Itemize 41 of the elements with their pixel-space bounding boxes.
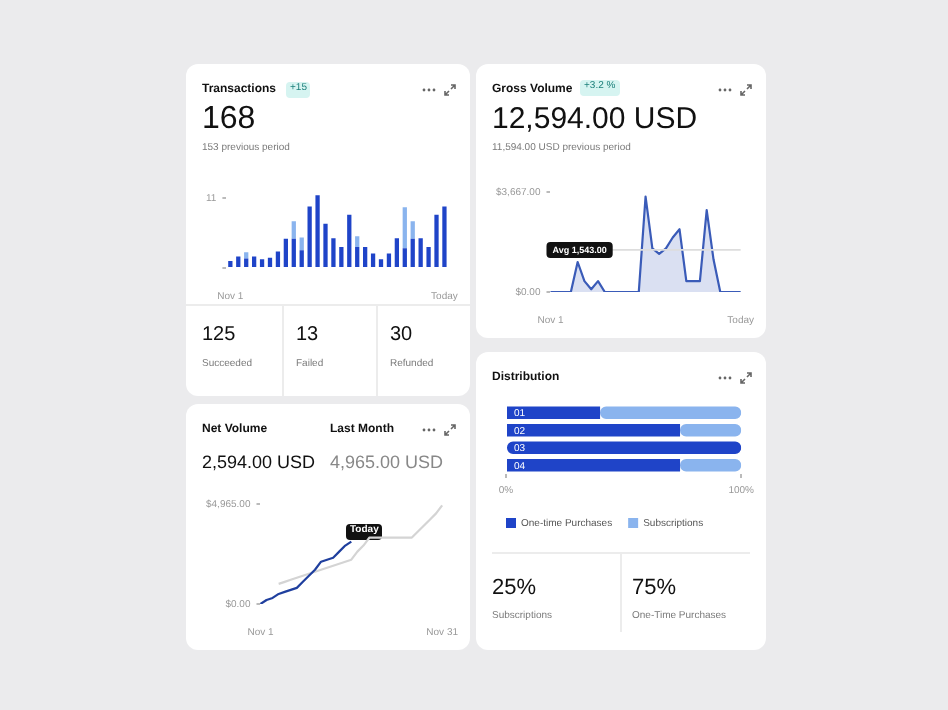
bar <box>434 214 439 267</box>
bar <box>291 221 296 239</box>
bar <box>410 221 415 239</box>
bar <box>402 248 407 267</box>
bar <box>378 259 384 267</box>
bar <box>507 458 681 472</box>
text: 12,594.00 USD <box>492 102 698 137</box>
bar <box>410 238 415 267</box>
bar <box>315 195 320 267</box>
bar <box>259 259 265 267</box>
bar <box>386 253 392 267</box>
bar <box>228 261 233 267</box>
text: 75% <box>632 576 677 602</box>
bar <box>283 238 288 267</box>
bar <box>394 238 400 267</box>
bar <box>418 238 423 267</box>
bar <box>299 250 304 267</box>
text: 4,965.00 USD <box>330 452 444 473</box>
bar <box>680 458 742 472</box>
bar <box>680 423 742 437</box>
bar <box>355 236 360 248</box>
text: 125 <box>202 324 236 347</box>
bar <box>244 252 249 259</box>
bar <box>507 406 601 420</box>
bar <box>355 247 360 267</box>
bar <box>507 441 742 455</box>
bar <box>442 206 447 267</box>
bar <box>347 214 352 267</box>
text: 2,594.00 USD <box>202 452 316 473</box>
bar <box>402 207 407 249</box>
text: 25% <box>492 576 537 602</box>
text: 168 <box>202 102 256 139</box>
bar <box>600 406 742 420</box>
text: 13 <box>296 324 319 347</box>
text: 30 <box>390 324 413 347</box>
bar <box>507 423 681 437</box>
bar <box>291 238 296 267</box>
bar <box>267 257 273 267</box>
bar <box>363 247 368 267</box>
bar <box>275 251 281 267</box>
bar <box>370 253 376 267</box>
